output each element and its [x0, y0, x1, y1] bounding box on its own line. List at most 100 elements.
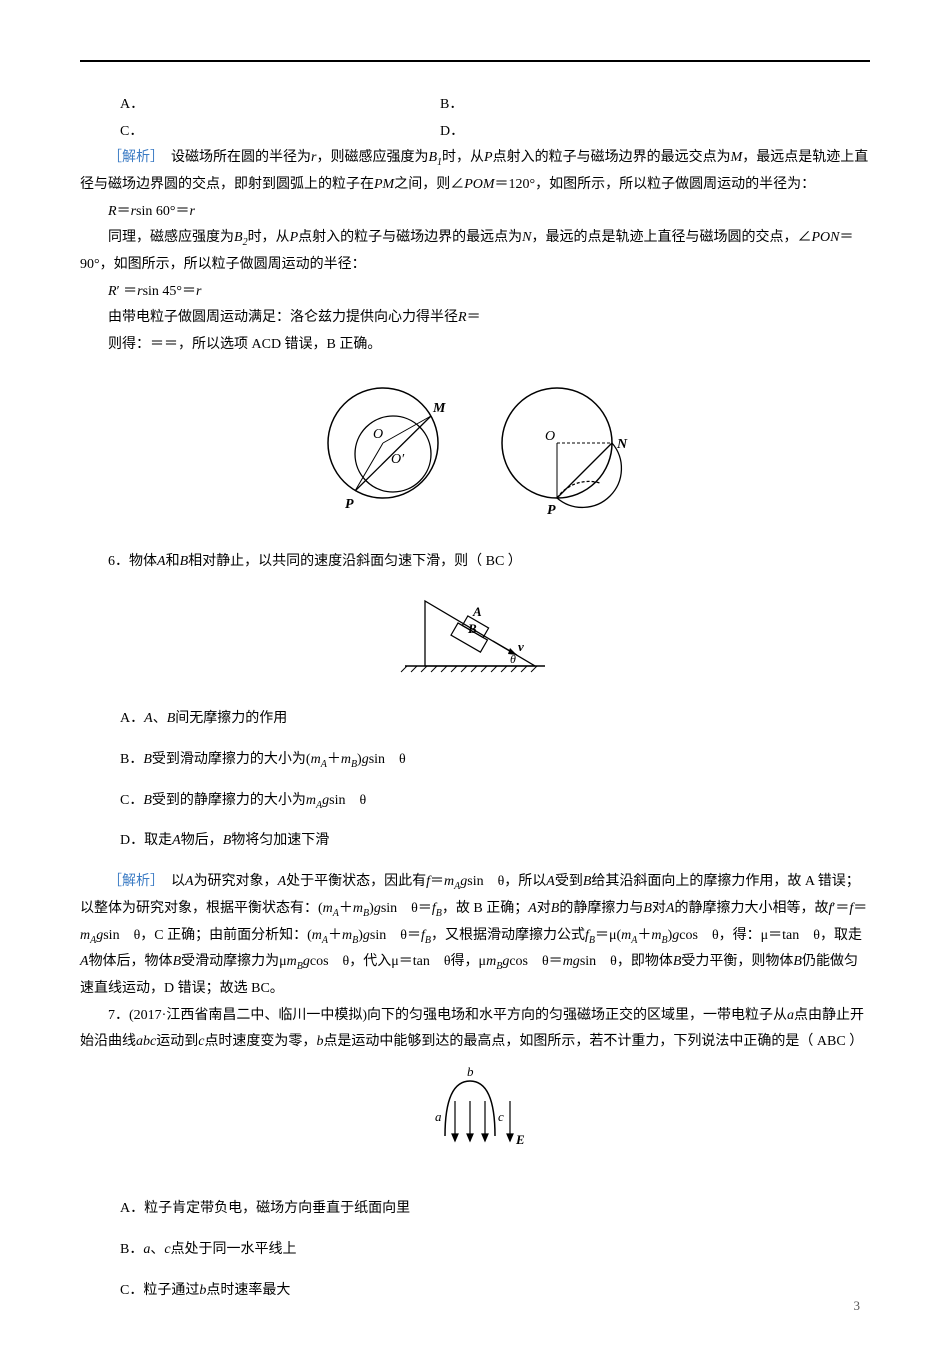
var-a: a [787, 1008, 794, 1023]
q5-eq2: R′ ＝rsin 45°＝r [108, 279, 870, 306]
var-mA: m [621, 928, 631, 943]
t: 以 [157, 874, 185, 889]
label-b: b [467, 1066, 474, 1079]
q5-analysis-p2: 同理，磁感应强度为B2时，从P点射入的粒子与磁场边界的最远点为N，最远的点是轨迹… [80, 225, 870, 278]
text: 和 [166, 554, 180, 569]
label-E: E [515, 1132, 525, 1147]
q6-analysis: ［解析］ 以A为研究对象，A处于平衡状态，因此有f＝mAgsin θ，所以A受到… [80, 869, 870, 1003]
t: 对 [652, 901, 666, 916]
var-A: A [528, 901, 537, 916]
q7-figure: a b c E [80, 1066, 870, 1177]
var-P: P [290, 230, 299, 245]
t: sin θ＝ [370, 928, 421, 943]
var-abc: abc [136, 1034, 156, 1049]
q7-opt-a: A．粒子肯定带负电，磁场方向垂直于纸面向里 [120, 1196, 870, 1223]
label-O: O [545, 429, 555, 444]
t: 物体后，物体 [89, 954, 173, 969]
var-B: B [793, 954, 802, 969]
var-B: B [143, 752, 152, 767]
q6-stem: 6．物体A和B相对静止，以共同的速度沿斜面匀速下滑，则（ BC ） [80, 549, 870, 576]
text: C． [120, 793, 143, 808]
var-B: B [180, 554, 189, 569]
var-mA: m [80, 928, 90, 943]
var-M: M [731, 150, 743, 165]
var-mB: m [342, 928, 352, 943]
t: ＋ [339, 901, 353, 916]
text: B． [120, 752, 143, 767]
var-B: B [173, 954, 182, 969]
t: ＝ [430, 874, 444, 889]
header-rule [80, 60, 870, 62]
t: 受滑动摩擦力为μ [181, 954, 287, 969]
t: cos θ＝ [509, 954, 562, 969]
t: 处于平衡状态，因此有 [286, 874, 426, 889]
var-B: B [223, 833, 232, 848]
t: 点处于同一水平线上 [171, 1242, 297, 1257]
t: 受力平衡，则物体 [681, 954, 793, 969]
q7-stem: 7．(2017·江西省南昌二中、临川一中模拟)向下的匀强电场和水平方向的匀强磁场… [80, 1003, 870, 1056]
var-B: B [643, 901, 652, 916]
text: A． [120, 711, 144, 726]
text: sin θ [329, 793, 366, 808]
var-A: A [157, 554, 166, 569]
q6-number: 6． [108, 554, 129, 569]
text: 间无摩擦力的作用 [175, 711, 287, 726]
label-a: a [435, 1109, 442, 1124]
var-A: A [185, 874, 194, 889]
label-A: A [472, 604, 482, 619]
t: 点是运动中能够到达的最高点，如图所示，若不计重力，下列说法中正确的是（ ABC … [323, 1034, 863, 1049]
var-A: A [172, 833, 181, 848]
text: sin 45°＝ [143, 284, 196, 299]
q6-opt-c: C．B受到的静摩擦力的大小为mAgsin θ [120, 788, 870, 815]
label-theta: θ [510, 652, 516, 666]
t: cos θ，得：μ＝tan θ，取走 [679, 928, 862, 943]
q5-figure-right: O N P [487, 368, 637, 518]
t: 的静摩擦力与 [559, 901, 643, 916]
text: sin 60°＝ [136, 204, 189, 219]
var-B: B [167, 711, 176, 726]
q5-analysis-p4: 则得：＝＝，所以选项 ACD 错误，B 正确。 [80, 332, 870, 359]
text: 受到的静摩擦力的大小为 [152, 793, 306, 808]
t: 点时速率最大 [206, 1283, 290, 1298]
q5-options-row1: A． B． [120, 92, 870, 119]
t: 向下的匀强电场和水平方向的匀强磁场正交的区域里，一带电粒子从 [367, 1008, 787, 1023]
q5-analysis-p3: 由带电粒子做圆周运动满足：洛仑兹力提供向心力得半径R＝ [80, 305, 870, 332]
var-A: A [546, 874, 555, 889]
t: ′＝ [832, 901, 849, 916]
var-B: B [143, 793, 152, 808]
text: D．取走 [120, 833, 172, 848]
label-B: B [467, 621, 477, 636]
var-B1: B [428, 150, 437, 165]
var-r: r [196, 284, 201, 299]
text: 由带电粒子做圆周运动满足：洛仑兹力提供向心力得半径 [108, 310, 458, 325]
label-Oprime: O′ [391, 452, 405, 467]
text: ，则磁感应强度为 [316, 150, 428, 165]
t: 为研究对象， [194, 874, 278, 889]
t: ＋ [328, 928, 342, 943]
var-mA: m [323, 901, 333, 916]
var-mA: m [444, 874, 454, 889]
var-B2: B [234, 230, 243, 245]
text: ＝ [117, 204, 131, 219]
text: ＋ [327, 752, 341, 767]
q5-option-d: D． [440, 119, 464, 146]
text: ＝ [467, 310, 481, 325]
t: 对 [537, 901, 551, 916]
var-P: P [484, 150, 493, 165]
q7-number: 7． [108, 1008, 129, 1023]
page-number: 3 [854, 1294, 861, 1319]
label-M: M [432, 401, 446, 416]
text: 受到滑动摩擦力的大小为( [152, 752, 311, 767]
t: ＋ [637, 928, 651, 943]
q5-eq1: R＝rsin 60°＝r [108, 199, 870, 226]
t: ，故 B 正确； [442, 901, 528, 916]
t: C．粒子通过 [120, 1283, 199, 1298]
text: 物体 [129, 554, 157, 569]
label-N: N [616, 437, 628, 452]
var-PON: PON [811, 230, 839, 245]
t: sin θ，即物体 [580, 954, 673, 969]
q5-figure-row: O O′ M P O N P [80, 368, 870, 529]
var-POM: POM [464, 177, 494, 192]
q5-figure-left: O O′ M P [313, 368, 453, 518]
q5-option-b: B． [440, 92, 463, 119]
